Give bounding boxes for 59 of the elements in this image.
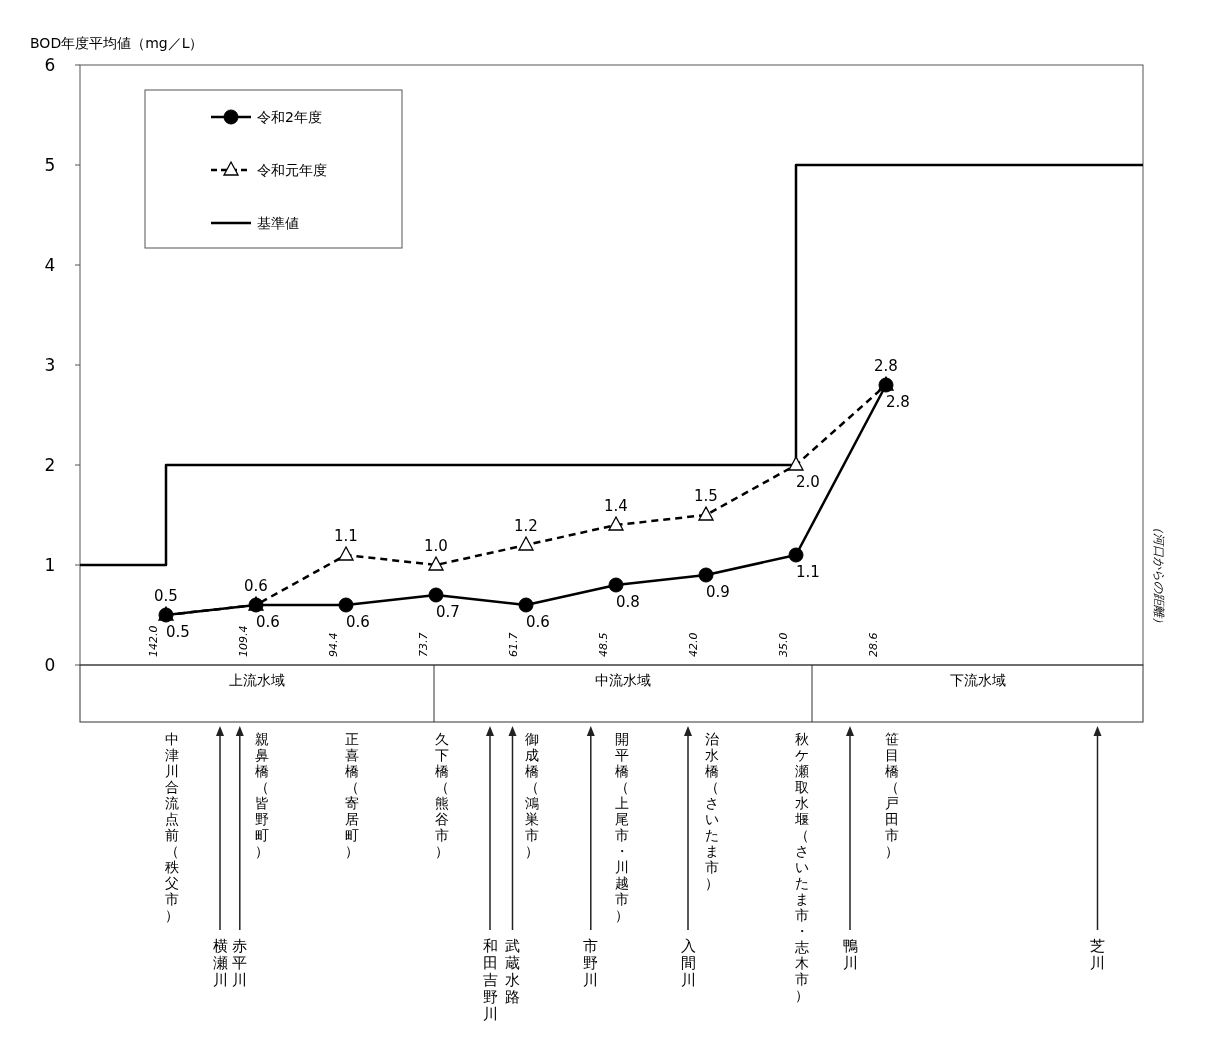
data-label: 0.9 <box>706 583 730 601</box>
text: 入間川 <box>680 937 696 989</box>
data-label: 0.6 <box>346 613 370 631</box>
text: 赤平川 <box>232 937 248 989</box>
text: 横瀬川 <box>212 937 228 989</box>
category-label: 開平橋（上尾市・川越市） <box>615 731 629 923</box>
data-label: 0.5 <box>166 623 190 641</box>
text: 芝川 <box>1090 937 1105 972</box>
x-tick-label: 正喜橋（寄居町） <box>345 731 359 859</box>
x-tick-label: 笹目橋（戸田市） <box>885 731 899 859</box>
text: 市野川 <box>583 937 599 989</box>
text: （河口からの距離） <box>1152 521 1166 629</box>
y-tick-label: 0 <box>44 655 56 675</box>
data-label: 1.5 <box>694 487 718 505</box>
annotation: 35.0 <box>777 632 790 657</box>
data-label: 1.1 <box>796 563 820 581</box>
text: 和田吉野川 <box>482 937 498 1023</box>
data-label: 2.0 <box>796 473 820 491</box>
y-tick-label: 5 <box>44 155 56 175</box>
y-tick-label: 3 <box>44 355 56 375</box>
x-tick-label: 御成橋（鴻巣市） <box>525 731 539 859</box>
category-label: 中津川合流点前（秩父市） <box>165 731 179 923</box>
text: 武蔵水路 <box>505 937 520 1006</box>
annotation: 142.0 <box>147 625 160 657</box>
text: 下流水域 <box>949 672 1006 688</box>
y-axis-title: BOD年度平均値（mg／L） <box>30 35 204 51</box>
data-label: 0.6 <box>526 613 550 631</box>
legend-label: 令和元年度 <box>257 162 327 178</box>
data-label: 0.8 <box>616 593 640 611</box>
data-label: 0.5 <box>154 587 178 605</box>
data-label: 1.2 <box>514 517 538 535</box>
data-label: 1.4 <box>604 497 628 515</box>
legend-label: 令和2年度 <box>257 109 322 125</box>
annotation: 61.7 <box>507 632 520 657</box>
category-label: 治水橋（さいたま市） <box>705 731 719 891</box>
x-tick-label: 久下橋（熊谷市） <box>435 731 449 859</box>
data-label: 2.8 <box>874 357 898 375</box>
text: 中流水域 <box>595 672 651 688</box>
annotation: 42.0 <box>687 632 700 657</box>
data-label: 1.0 <box>424 537 448 555</box>
x-tick-label: 親鼻橋（皆野町） <box>255 731 269 859</box>
data-label: 0.7 <box>436 603 460 621</box>
legend-label: 基準値 <box>257 215 299 231</box>
y-tick-label: 4 <box>44 255 56 275</box>
data-label: 1.1 <box>334 527 358 545</box>
data-label: 0.6 <box>256 613 280 631</box>
data-label: 0.6 <box>244 577 268 595</box>
data-label: 2.8 <box>886 393 910 411</box>
annotation: 94.4 <box>327 632 340 657</box>
text: 上流水域 <box>229 672 285 688</box>
annotation: 28.6 <box>867 632 880 657</box>
y-tick-label: 2 <box>44 455 56 475</box>
text: 鴨川 <box>842 937 858 972</box>
y-tick-label: 1 <box>44 555 56 575</box>
annotation: 73.7 <box>417 632 430 657</box>
y-tick-label: 6 <box>44 55 56 75</box>
annotation: 109.4 <box>237 625 250 657</box>
category-label: 秋ケ瀬取水堰（さいたま市・志木市） <box>795 731 809 1003</box>
annotation: 48.5 <box>597 632 610 657</box>
